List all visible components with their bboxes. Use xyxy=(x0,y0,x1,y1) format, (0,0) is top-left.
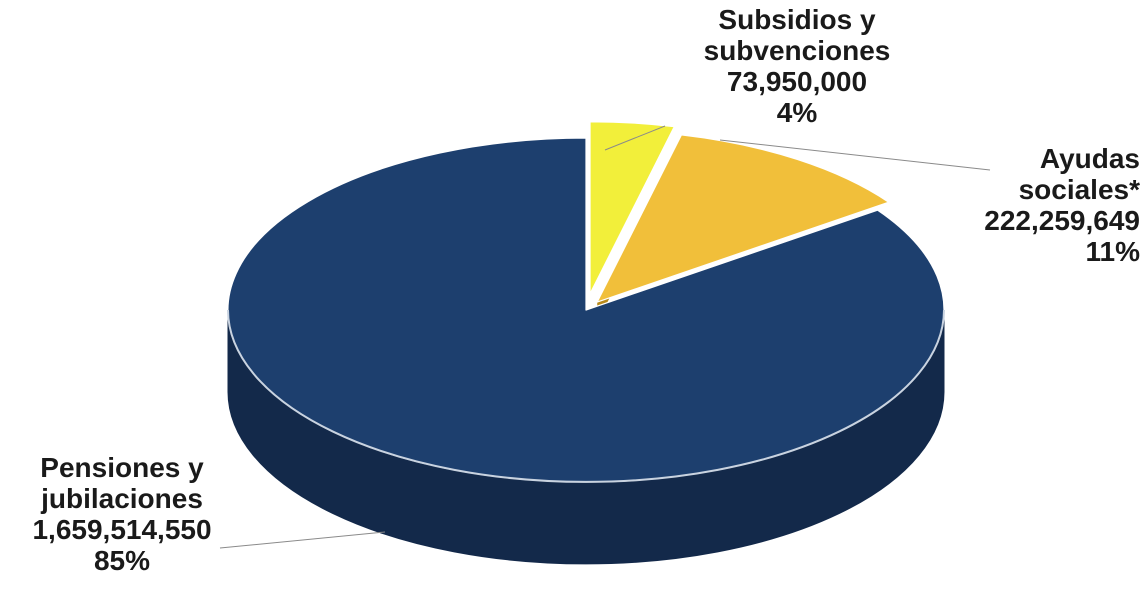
slice-percent: 85% xyxy=(93,545,151,576)
slice-value: 1,659,514,550 xyxy=(32,514,212,545)
leader-line xyxy=(719,139,991,171)
slice-name-line: jubilaciones xyxy=(41,483,203,514)
slice-label-subsidios: Subsidios y subvenciones 73,950,000 4% xyxy=(672,4,922,128)
slice-label-pensiones: Pensiones y jubilaciones 1,659,514,550 8… xyxy=(2,452,242,576)
pie-slice xyxy=(589,121,675,295)
leader-line xyxy=(604,125,666,151)
leader-line xyxy=(219,531,386,549)
pie-tops xyxy=(227,121,945,483)
pie-rim-highlight xyxy=(227,309,945,483)
slice-name-line: subvenciones xyxy=(703,35,891,66)
slice-label-ayudas: Ayudas sociales* 222,259,649 11% xyxy=(960,143,1140,267)
slice-value: 73,950,000 xyxy=(726,66,868,97)
slice-percent: 11% xyxy=(1085,236,1141,267)
slice-name-line: Pensiones y xyxy=(40,452,204,483)
slice-name-line: Ayudas xyxy=(1039,143,1140,174)
pie-slice xyxy=(596,134,890,303)
slice-name-line: Subsidios y xyxy=(718,4,876,35)
slice-percent: 4% xyxy=(776,97,818,128)
slice-name-line: sociales* xyxy=(1018,174,1140,205)
slice-value: 222,259,649 xyxy=(984,205,1140,236)
leader-lines xyxy=(219,125,991,549)
